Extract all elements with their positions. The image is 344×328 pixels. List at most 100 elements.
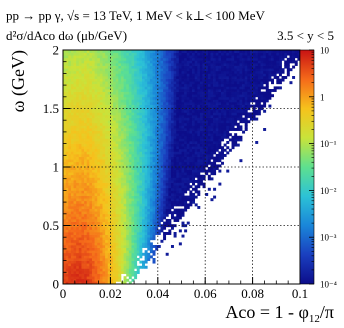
heatmap-cell: [244, 60, 248, 64]
heatmap-cell: [197, 83, 201, 87]
heatmap-cell: [226, 65, 230, 69]
heatmap-cell: [115, 76, 119, 79]
heatmap-cell: [86, 263, 90, 267]
heatmap-cell: [142, 55, 145, 59]
heatmap-cell: [207, 130, 211, 134]
heatmap-cell: [99, 198, 103, 202]
heatmap-cell: [76, 258, 80, 261]
heatmap-cell: [78, 239, 82, 243]
heatmap-cell: [144, 164, 148, 168]
heatmap-cell: [107, 128, 111, 131]
heatmap-cell: [192, 99, 196, 103]
heatmap-cell: [168, 195, 172, 199]
heatmap-cell: [76, 229, 80, 233]
heatmap-cell: [84, 193, 88, 196]
heatmap-cell: [231, 120, 235, 124]
heatmap-cell: [173, 182, 177, 186]
heatmap-cell: [115, 63, 119, 66]
heatmap-cell: [86, 247, 90, 251]
heatmap-cell: [231, 83, 235, 87]
heatmap-cell: [181, 151, 185, 155]
heatmap-cell: [142, 130, 145, 134]
heatmap-cell: [189, 148, 193, 152]
heatmap-cell: [199, 91, 203, 95]
heatmap-cell: [126, 187, 130, 191]
heatmap-cell: [84, 161, 88, 165]
heatmap-cell: [181, 133, 185, 137]
heatmap-cell: [223, 94, 227, 98]
heatmap-cell: [94, 83, 98, 87]
heatmap-cell: [134, 276, 138, 280]
heatmap-cell: [86, 128, 90, 131]
heatmap-cell: [176, 154, 180, 157]
heatmap-cell: [94, 117, 98, 121]
heatmap-cell: [128, 78, 132, 82]
heatmap-cell: [152, 229, 156, 233]
heatmap-cell: [86, 258, 90, 261]
heatmap-cell: [134, 89, 138, 92]
heatmap-cell: [105, 112, 109, 116]
heatmap-cell: [99, 180, 103, 183]
heatmap-cell: [102, 128, 106, 131]
heatmap-cell: [157, 213, 161, 217]
heatmap-cell: [73, 232, 77, 235]
heatmap-cell: [118, 146, 122, 150]
heatmap-cell: [218, 70, 222, 74]
heatmap-cell: [184, 78, 188, 82]
heatmap-cell: [184, 182, 188, 186]
heatmap-cell: [168, 73, 172, 77]
heatmap-cell: [89, 187, 93, 191]
heatmap-cell: [184, 133, 188, 137]
heatmap-cell: [110, 128, 114, 131]
heatmap-cell: [157, 76, 161, 79]
heatmap-cell: [65, 200, 69, 204]
heatmap-cell: [123, 208, 127, 212]
heatmap-cell: [76, 63, 80, 66]
heatmap-cell: [120, 180, 124, 183]
heatmap-cell: [163, 57, 167, 61]
heatmap-cell: [139, 55, 143, 59]
heatmap-cell: [91, 138, 95, 142]
heatmap-cell: [207, 154, 211, 157]
heatmap-cell: [126, 185, 130, 189]
heatmap-cell: [149, 182, 153, 186]
heatmap-cell: [226, 86, 230, 90]
heatmap-cell: [152, 96, 156, 100]
heatmap-cell: [268, 57, 272, 61]
heatmap-cell: [165, 190, 169, 194]
heatmap-cell: [65, 154, 69, 157]
heatmap-cell: [134, 156, 138, 160]
heatmap-cell: [178, 125, 182, 129]
heatmap-cell: [173, 234, 177, 238]
heatmap-cell: [113, 138, 117, 142]
heatmap-cell: [128, 174, 132, 178]
heatmap-cell: [99, 148, 103, 152]
heatmap-cell: [97, 200, 101, 204]
heatmap-cell: [136, 198, 140, 202]
heatmap-cell: [134, 172, 138, 176]
heatmap-cell: [84, 112, 88, 116]
heatmap-cell: [118, 96, 122, 100]
heatmap-cell: [152, 89, 156, 92]
heatmap-cell: [163, 96, 167, 100]
heatmap-cell: [91, 278, 95, 282]
heatmap-cell: [84, 245, 88, 248]
heatmap-cell: [170, 195, 174, 199]
heatmap-cell: [142, 193, 145, 196]
heatmap-cell: [149, 91, 153, 95]
heatmap-cell: [99, 271, 103, 274]
heatmap-cell: [136, 112, 140, 116]
heatmap-cell: [68, 154, 72, 157]
heatmap-cell: [65, 156, 69, 160]
heatmap-cell: [78, 55, 82, 59]
heatmap-cell: [178, 133, 182, 137]
heatmap-cell: [131, 148, 135, 152]
heatmap-cell: [242, 102, 246, 105]
heatmap-cell: [78, 91, 82, 95]
heatmap-cell: [268, 96, 272, 100]
heatmap-cell: [199, 159, 203, 163]
heatmap-cell: [170, 226, 174, 230]
heatmap-cell: [276, 68, 280, 72]
heatmap-cell: [126, 133, 130, 137]
heatmap-cell: [73, 260, 77, 264]
